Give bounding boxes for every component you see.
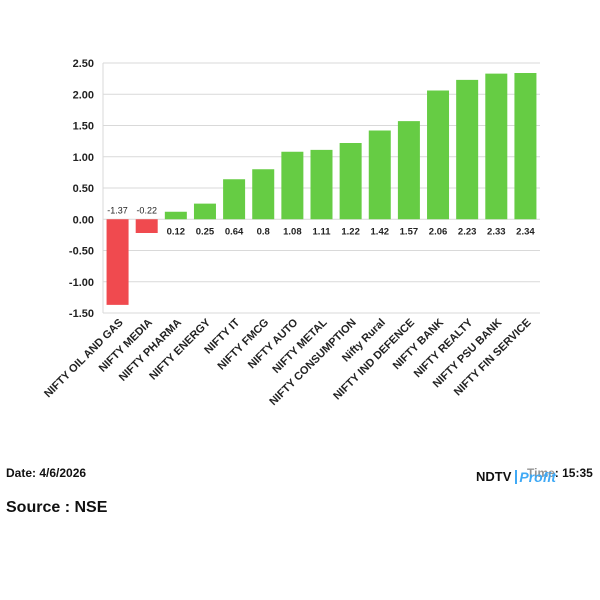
bar [252, 169, 275, 220]
y-tick-label: -1.50 [69, 308, 94, 320]
data-label: 2.34 [516, 226, 535, 237]
ndtv-profit-logo: NDTV Profit [476, 466, 556, 488]
bar [164, 211, 187, 220]
data-label: 1.11 [313, 226, 332, 237]
data-label: 0.12 [167, 226, 186, 237]
brand-divider [515, 470, 518, 484]
source-label: Source : NSE [6, 499, 108, 516]
data-label: 2.23 [458, 226, 477, 237]
data-label: 2.33 [487, 226, 506, 237]
data-label: 0.64 [225, 226, 244, 237]
bar [310, 149, 333, 220]
bar [281, 151, 304, 220]
bar-chart: 2.50 2.00 1.50 1.00 0.50 0.00 -0.50 -1.00 -1.50 -… [42, 58, 540, 408]
data-label: 1.42 [371, 226, 390, 237]
bar [485, 73, 508, 220]
y-tick-label: -1.00 [69, 277, 94, 289]
y-tick-label: 0.50 [73, 183, 94, 195]
bar [135, 219, 158, 233]
bar [456, 79, 479, 220]
bar [427, 90, 450, 220]
y-tick-label: 1.50 [73, 121, 94, 133]
brand-name: NDTV [476, 466, 514, 488]
data-label: 0.8 [257, 226, 270, 237]
data-label: 0.25 [196, 226, 215, 237]
bar [368, 130, 391, 220]
bar [106, 219, 129, 305]
brand-sub: Profit [519, 466, 556, 488]
bar [193, 203, 216, 220]
y-tick-label: 0.00 [73, 214, 94, 226]
data-label: 1.22 [341, 226, 360, 237]
bar [397, 121, 420, 220]
bar [514, 73, 537, 220]
data-label: -1.37 [107, 205, 128, 215]
y-tick-label: 2.50 [73, 58, 94, 70]
y-tick-label: -0.50 [69, 246, 94, 258]
data-label: 2.06 [429, 226, 448, 237]
bar [223, 179, 246, 220]
y-tick-label: 1.00 [73, 152, 94, 164]
date-label: Date: 4/6/2026 [6, 466, 87, 480]
bar [339, 143, 362, 220]
data-label: -0.22 [136, 205, 157, 215]
data-label: 1.57 [400, 226, 419, 237]
data-label: 1.08 [283, 226, 302, 237]
y-tick-label: 2.00 [73, 89, 94, 101]
